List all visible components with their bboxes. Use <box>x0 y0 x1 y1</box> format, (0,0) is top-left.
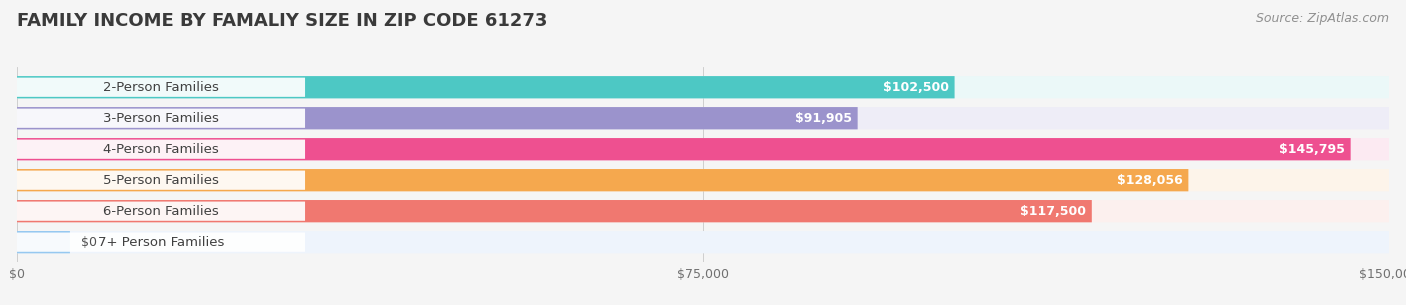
FancyBboxPatch shape <box>17 76 955 99</box>
FancyBboxPatch shape <box>17 107 858 129</box>
FancyBboxPatch shape <box>17 138 1351 160</box>
FancyBboxPatch shape <box>17 200 1389 222</box>
FancyBboxPatch shape <box>17 170 305 190</box>
FancyBboxPatch shape <box>17 78 305 97</box>
Text: $91,905: $91,905 <box>796 112 852 125</box>
Text: $145,795: $145,795 <box>1279 143 1346 156</box>
FancyBboxPatch shape <box>17 76 1389 99</box>
FancyBboxPatch shape <box>17 140 305 159</box>
Text: 3-Person Families: 3-Person Families <box>103 112 219 125</box>
FancyBboxPatch shape <box>17 107 1389 129</box>
FancyBboxPatch shape <box>17 231 1389 253</box>
FancyBboxPatch shape <box>17 169 1188 191</box>
Text: Source: ZipAtlas.com: Source: ZipAtlas.com <box>1256 12 1389 25</box>
Text: FAMILY INCOME BY FAMALIY SIZE IN ZIP CODE 61273: FAMILY INCOME BY FAMALIY SIZE IN ZIP COD… <box>17 12 547 30</box>
FancyBboxPatch shape <box>17 169 1389 191</box>
FancyBboxPatch shape <box>17 231 70 253</box>
FancyBboxPatch shape <box>17 109 305 128</box>
Text: 5-Person Families: 5-Person Families <box>103 174 219 187</box>
FancyBboxPatch shape <box>17 200 1092 222</box>
Text: 2-Person Families: 2-Person Families <box>103 81 219 94</box>
FancyBboxPatch shape <box>17 232 305 252</box>
Text: 4-Person Families: 4-Person Families <box>103 143 219 156</box>
Text: $102,500: $102,500 <box>883 81 949 94</box>
Text: 7+ Person Families: 7+ Person Families <box>98 236 224 249</box>
Text: $0: $0 <box>82 236 97 249</box>
Text: 6-Person Families: 6-Person Families <box>103 205 219 218</box>
FancyBboxPatch shape <box>17 138 1389 160</box>
FancyBboxPatch shape <box>17 202 305 221</box>
Text: $128,056: $128,056 <box>1118 174 1182 187</box>
Text: $117,500: $117,500 <box>1021 205 1087 218</box>
